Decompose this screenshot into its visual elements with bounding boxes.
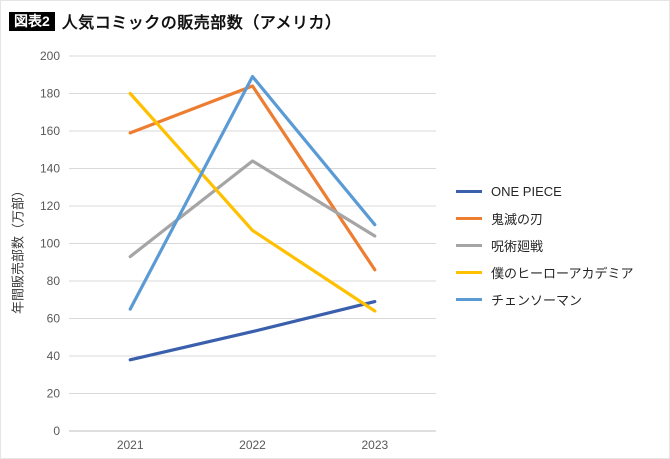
chart-title: 人気コミックの販売部数（アメリカ）	[61, 15, 342, 32]
svg-text:180: 180	[40, 87, 60, 101]
legend-line-marker	[456, 189, 482, 193]
legend-label: 呪術廻戦	[491, 238, 544, 254]
svg-text:2021: 2021	[117, 438, 144, 452]
svg-text:200: 200	[40, 49, 60, 63]
svg-text:100: 100	[40, 237, 60, 251]
svg-text:120: 120	[40, 199, 60, 213]
svg-text:2022: 2022	[239, 438, 266, 452]
legend-item: 僕のヒーローアカデミア	[456, 264, 634, 281]
legend-label: チェンソーマン	[491, 292, 583, 308]
figure-badge: 図表2	[9, 11, 55, 31]
legend-line-marker	[456, 270, 482, 274]
legend-item: ONE PIECE	[456, 183, 633, 199]
chart-header: 図表2 人気コミックの販売部数（アメリカ）	[9, 9, 342, 33]
svg-text:80: 80	[47, 274, 61, 288]
svg-text:40: 40	[47, 349, 61, 363]
legend-line-marker	[456, 297, 482, 301]
legend-label: ONE PIECE	[491, 183, 562, 199]
line-chart: 0 20 40 60 80 100 120 140 160 180 200 2021 2022 2023	[40, 49, 436, 452]
legend-item: 鬼滅の刃	[456, 210, 633, 227]
legend-item: チェンソーマン	[456, 291, 633, 308]
svg-text:20: 20	[47, 387, 61, 401]
svg-text:60: 60	[47, 312, 61, 326]
legend-label: 僕のヒーローアカデミア	[491, 265, 634, 281]
legend-line-marker	[456, 243, 482, 247]
svg-text:0: 0	[53, 424, 60, 438]
legend-item: 呪術廻戦	[456, 237, 633, 254]
y-axis-label: 年間販売部数（万部）	[10, 183, 26, 315]
legend-line-marker	[456, 216, 482, 220]
svg-text:140: 140	[40, 162, 60, 176]
chart-legend: ONE PIECE 鬼滅の刃呪術廻戦僕のヒーローアカデミア チェンソーマン	[456, 183, 634, 308]
svg-text:2023: 2023	[361, 438, 388, 452]
legend-label: 鬼滅の刃	[491, 211, 544, 227]
svg-text:160: 160	[40, 124, 60, 138]
